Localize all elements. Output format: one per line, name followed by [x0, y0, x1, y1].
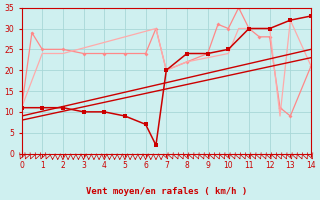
X-axis label: Vent moyen/en rafales ( km/h ): Vent moyen/en rafales ( km/h ) [86, 187, 247, 196]
